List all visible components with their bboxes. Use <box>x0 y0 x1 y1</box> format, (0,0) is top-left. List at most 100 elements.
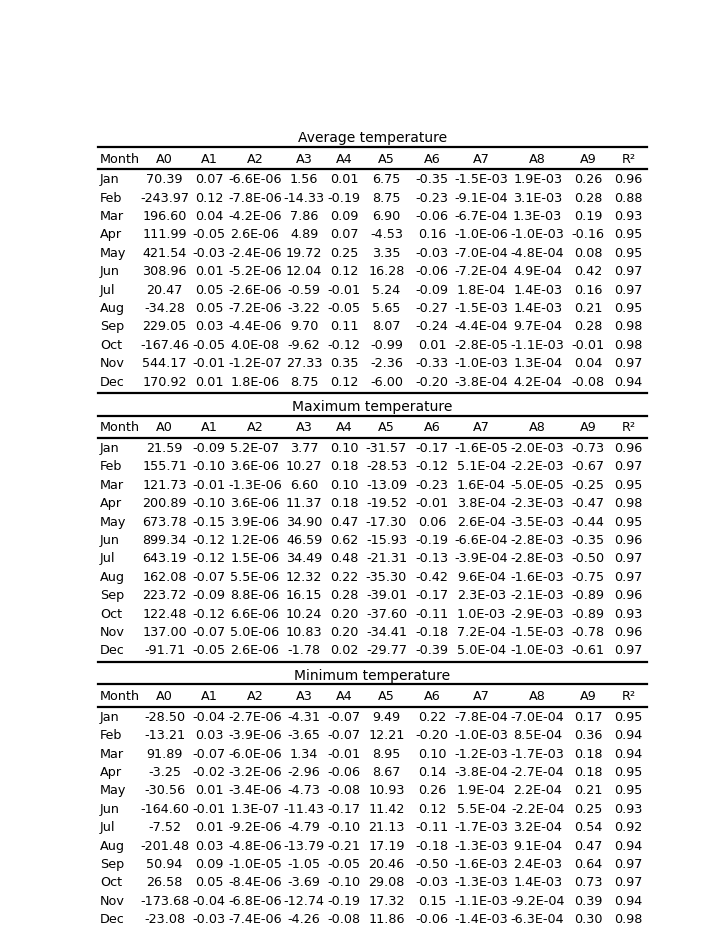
Text: 7.86: 7.86 <box>290 210 319 223</box>
Text: -1.5E-03: -1.5E-03 <box>454 302 508 315</box>
Text: A4: A4 <box>336 153 353 166</box>
Text: -173.68: -173.68 <box>140 895 189 907</box>
Text: -0.35: -0.35 <box>572 534 605 547</box>
Text: A1: A1 <box>201 690 218 703</box>
Text: 8.5E-04: 8.5E-04 <box>513 730 562 743</box>
Text: 0.35: 0.35 <box>330 357 359 370</box>
Text: -0.25: -0.25 <box>572 479 605 492</box>
Text: 0.94: 0.94 <box>614 747 643 760</box>
Text: 0.42: 0.42 <box>574 265 603 278</box>
Text: -0.07: -0.07 <box>192 570 226 583</box>
Text: Month: Month <box>99 690 140 703</box>
Text: -1.78: -1.78 <box>287 644 321 657</box>
Text: -1.2E-03: -1.2E-03 <box>454 747 508 760</box>
Text: -2.96: -2.96 <box>287 766 321 779</box>
Text: 12.32: 12.32 <box>286 570 322 583</box>
Text: A1: A1 <box>201 421 218 434</box>
Text: 70.39: 70.39 <box>147 173 183 186</box>
Text: -14.33: -14.33 <box>284 192 325 205</box>
Text: 0.20: 0.20 <box>330 626 359 639</box>
Text: -4.8E-06: -4.8E-06 <box>228 840 282 853</box>
Text: -0.42: -0.42 <box>416 570 449 583</box>
Text: -0.44: -0.44 <box>572 516 605 529</box>
Text: -1.2E-07: -1.2E-07 <box>228 357 282 370</box>
Text: -28.50: -28.50 <box>144 711 185 724</box>
Text: -0.12: -0.12 <box>328 339 361 352</box>
Text: 9.49: 9.49 <box>372 711 401 724</box>
Text: -1.3E-03: -1.3E-03 <box>454 840 508 853</box>
Text: A2: A2 <box>247 153 264 166</box>
Text: 0.39: 0.39 <box>574 895 603 907</box>
Text: 0.25: 0.25 <box>330 247 359 260</box>
Text: 544.17: 544.17 <box>142 357 187 370</box>
Text: A0: A0 <box>156 421 173 434</box>
Text: 0.92: 0.92 <box>614 821 643 834</box>
Text: 0.19: 0.19 <box>574 210 603 223</box>
Text: 0.11: 0.11 <box>330 320 359 333</box>
Text: A3: A3 <box>295 421 313 434</box>
Text: A5: A5 <box>378 421 395 434</box>
Text: Sep: Sep <box>99 589 124 602</box>
Text: Mar: Mar <box>99 479 124 492</box>
Text: -2.7E-06: -2.7E-06 <box>228 711 282 724</box>
Text: 1.8E-06: 1.8E-06 <box>230 376 280 389</box>
Text: 137.00: 137.00 <box>142 626 187 639</box>
Text: -0.01: -0.01 <box>327 747 361 760</box>
Text: Jun: Jun <box>99 803 120 816</box>
Text: 20.46: 20.46 <box>368 858 404 871</box>
Text: 8.67: 8.67 <box>372 766 401 779</box>
Text: -34.28: -34.28 <box>144 302 185 315</box>
Text: -0.11: -0.11 <box>415 607 449 620</box>
Text: A9: A9 <box>580 690 597 703</box>
Text: 21.13: 21.13 <box>368 821 404 834</box>
Text: 1.34: 1.34 <box>290 747 319 760</box>
Text: 0.96: 0.96 <box>614 442 643 455</box>
Text: -0.18: -0.18 <box>415 626 449 639</box>
Text: A0: A0 <box>156 690 173 703</box>
Text: 10.83: 10.83 <box>286 626 322 639</box>
Text: -0.05: -0.05 <box>192 229 226 242</box>
Text: 421.54: 421.54 <box>142 247 187 260</box>
Text: A2: A2 <box>247 421 264 434</box>
Text: 26.58: 26.58 <box>147 876 183 890</box>
Text: -0.09: -0.09 <box>193 442 226 455</box>
Text: 1.6E-04: 1.6E-04 <box>457 479 506 492</box>
Text: -6.3E-04: -6.3E-04 <box>511 913 565 926</box>
Text: 3.77: 3.77 <box>290 442 319 455</box>
Text: -4.8E-04: -4.8E-04 <box>511 247 565 260</box>
Text: -0.09: -0.09 <box>193 589 226 602</box>
Text: 8.95: 8.95 <box>372 747 401 760</box>
Text: -5.0E-05: -5.0E-05 <box>510 479 565 492</box>
Text: Maximum temperature: Maximum temperature <box>292 400 452 414</box>
Text: 17.32: 17.32 <box>368 895 404 907</box>
Text: -3.69: -3.69 <box>287 876 321 890</box>
Text: -0.05: -0.05 <box>192 339 226 352</box>
Text: 0.01: 0.01 <box>195 376 224 389</box>
Text: -4.79: -4.79 <box>287 821 321 834</box>
Text: -0.12: -0.12 <box>193 553 226 566</box>
Text: 11.86: 11.86 <box>368 913 404 926</box>
Text: -13.79: -13.79 <box>284 840 325 853</box>
Text: -3.25: -3.25 <box>148 766 182 779</box>
Text: -0.99: -0.99 <box>370 339 403 352</box>
Text: Nov: Nov <box>99 626 125 639</box>
Text: -1.0E-06: -1.0E-06 <box>454 229 508 242</box>
Text: -2.0E-03: -2.0E-03 <box>511 442 565 455</box>
Text: 0.01: 0.01 <box>330 173 359 186</box>
Text: 0.97: 0.97 <box>614 357 643 370</box>
Text: 29.08: 29.08 <box>368 876 404 890</box>
Text: Jul: Jul <box>99 553 115 566</box>
Text: 0.95: 0.95 <box>614 479 643 492</box>
Text: 0.10: 0.10 <box>418 747 446 760</box>
Text: 5.0E-06: 5.0E-06 <box>230 626 280 639</box>
Text: -1.7E-03: -1.7E-03 <box>454 821 508 834</box>
Text: -0.07: -0.07 <box>192 626 226 639</box>
Text: 5.24: 5.24 <box>372 283 401 296</box>
Text: -29.77: -29.77 <box>366 644 407 657</box>
Text: -1.1E-03: -1.1E-03 <box>510 339 565 352</box>
Text: 0.97: 0.97 <box>614 460 643 473</box>
Text: A5: A5 <box>378 690 395 703</box>
Text: -0.78: -0.78 <box>572 626 605 639</box>
Text: 0.07: 0.07 <box>195 173 224 186</box>
Text: 0.01: 0.01 <box>418 339 446 352</box>
